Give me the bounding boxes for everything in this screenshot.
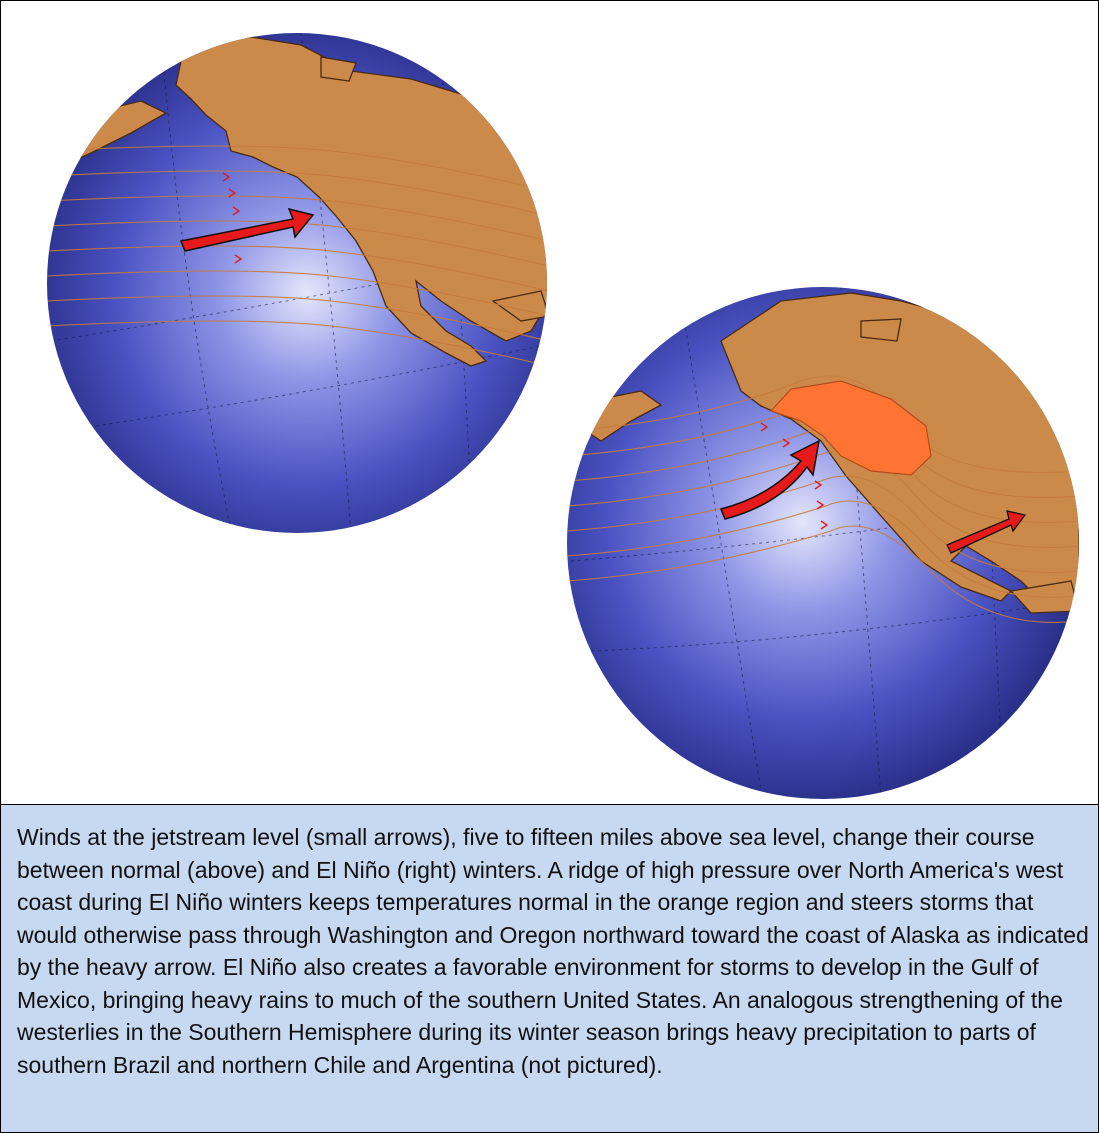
caption-text: Winds at the jetstream level (small arro… [17,824,1089,1078]
el-nino-jetstream-illustration [1,1,1098,804]
high-pressure-ridge [769,380,932,476]
globe-el-nino-winter [567,287,1079,799]
storm-track-arrow [719,439,820,520]
globe-normal-winter [47,33,547,533]
small-wind-arrows [222,172,243,264]
jetstream-contours [47,145,547,367]
figure-caption: Winds at the jetstream level (small arro… [1,804,1098,1132]
jetstream-contours [567,375,1079,623]
small-wind-arrows [760,422,829,530]
storm-track-arrow [179,207,315,252]
gulf-arrow [946,510,1027,554]
